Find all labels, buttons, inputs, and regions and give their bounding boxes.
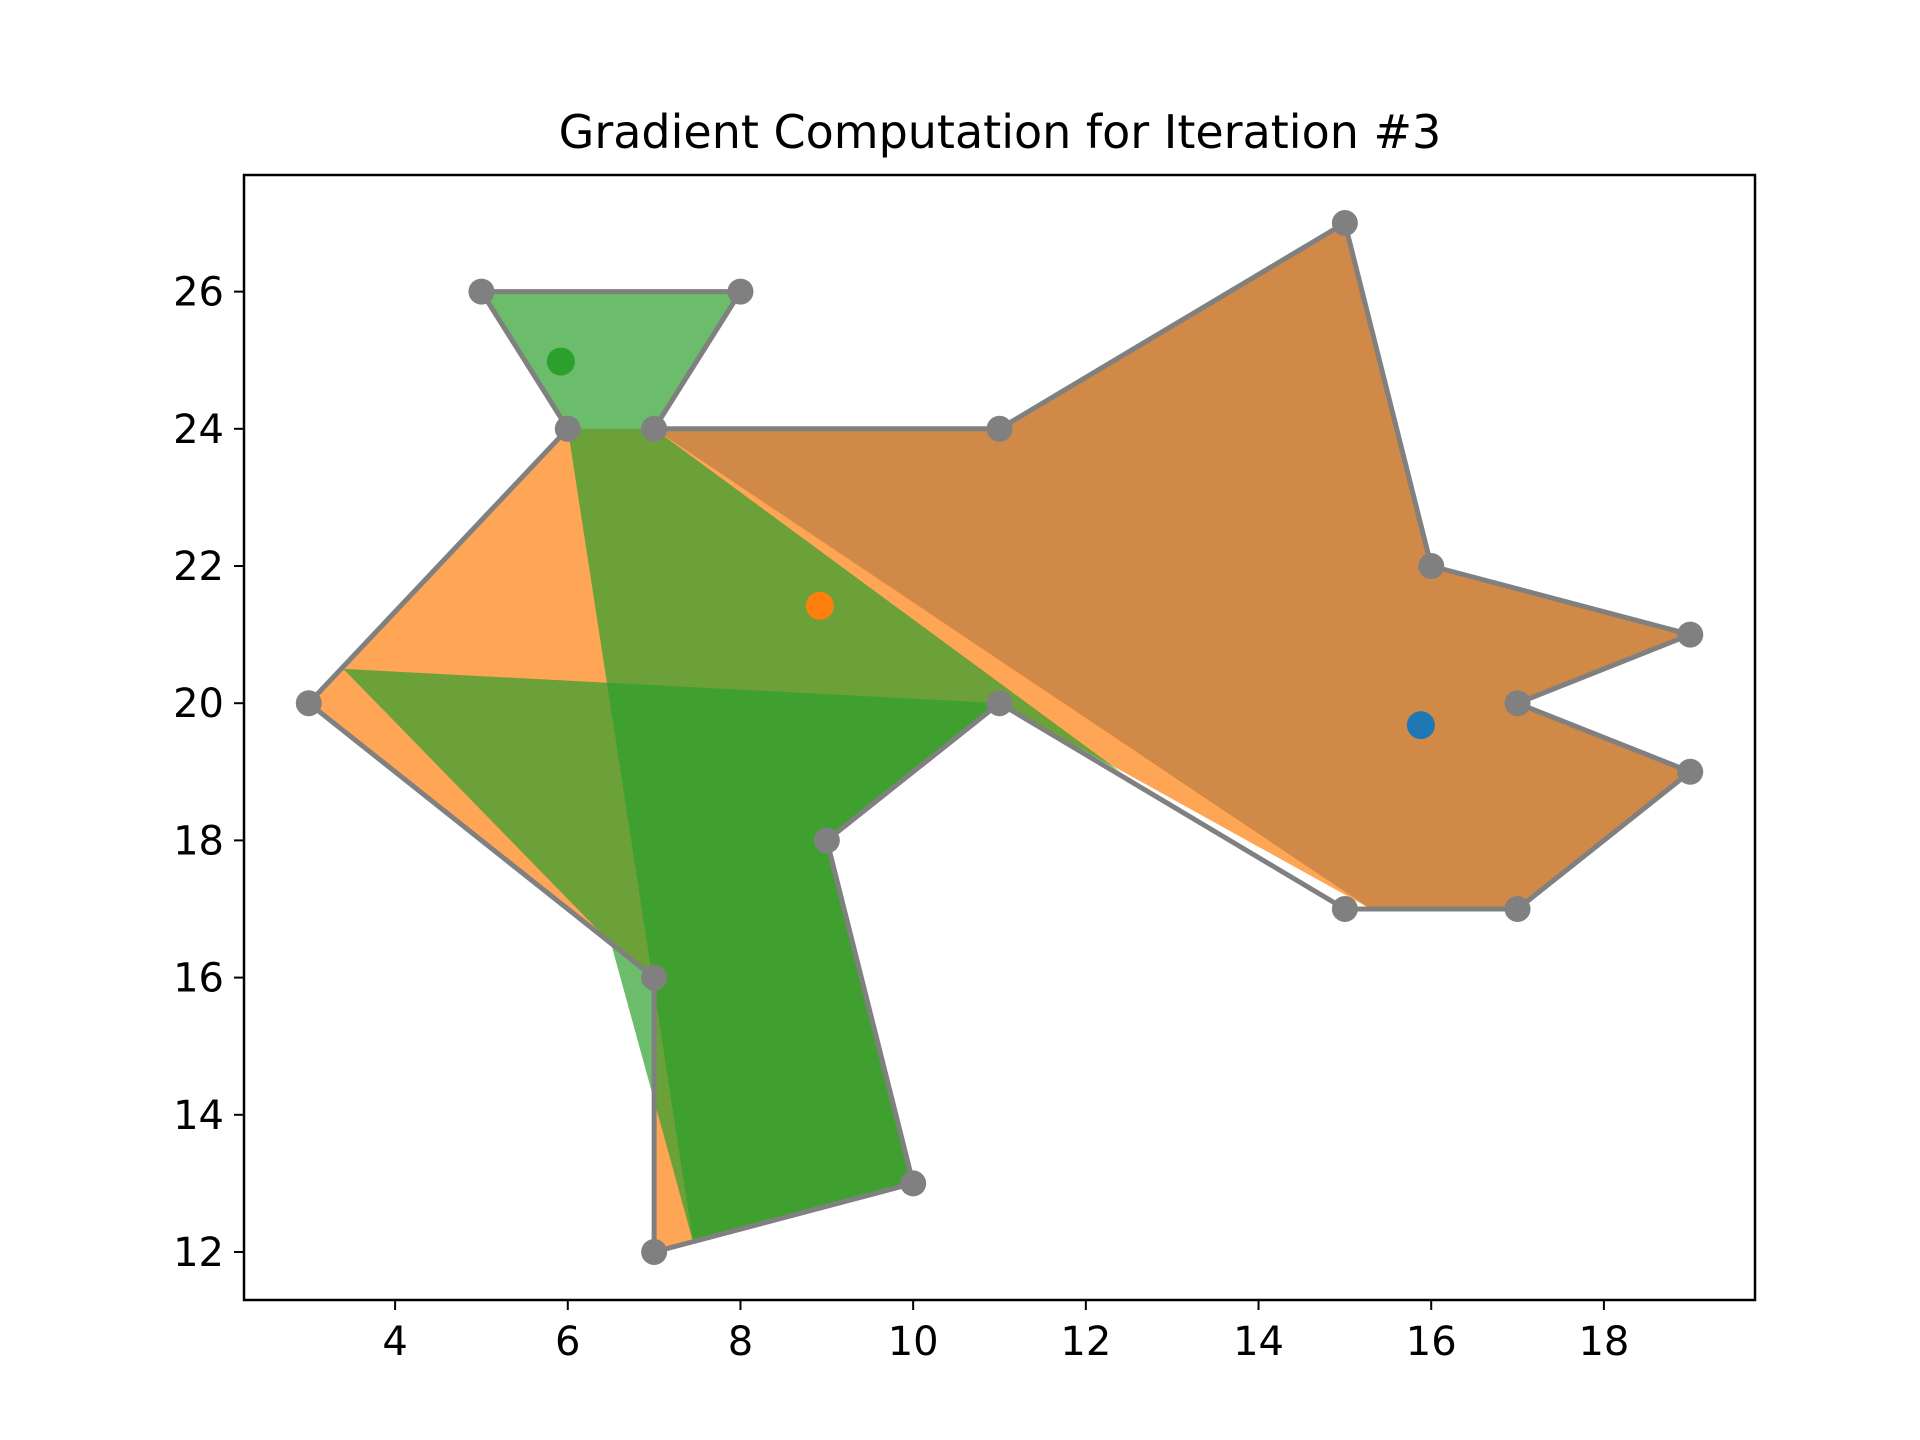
region-3 [343,668,1000,1242]
vertex-point-11 [641,964,668,991]
vertex-point-2 [1677,621,1704,648]
vertex-point-14 [468,278,495,305]
vertex-point-16 [641,415,668,442]
vertex-point-0 [1331,210,1358,237]
y-tick-label: 16 [173,956,224,1002]
vertex-point-15 [727,278,754,305]
vertex-point-10 [641,1238,668,1265]
vertex-point-3 [1504,690,1531,717]
x-tick-label: 18 [1578,1319,1629,1365]
plot-area [295,210,1704,1265]
x-axis: 4 6 8 10 12 14 16 18 [382,1300,1629,1365]
vertex-point-12 [295,690,322,717]
vertex-point-17 [986,415,1013,442]
vertex-point-4 [1677,758,1704,785]
y-tick-label: 24 [173,407,224,453]
y-tick-label: 14 [173,1093,224,1139]
y-tick-label: 26 [173,270,224,316]
x-tick-label: 16 [1406,1319,1457,1365]
vertex-point-1 [1418,553,1445,580]
vertex-point-9 [900,1170,927,1197]
chart-title: Gradient Computation for Iteration #3 [559,105,1442,159]
plot-frame [242,173,1757,1302]
centroid-point-0 [1406,711,1435,740]
centroid-point-2 [546,347,575,376]
y-axis: 12 14 16 18 20 22 24 26 [173,270,244,1276]
vertex-point-5 [1504,895,1531,922]
x-tick-label: 6 [555,1319,580,1365]
x-tick-label: 8 [728,1319,753,1365]
vertex-point-7 [986,690,1013,717]
y-tick-label: 12 [173,1230,224,1276]
x-tick-label: 14 [1233,1319,1284,1365]
vertex-point-6 [1331,895,1358,922]
x-tick-label: 10 [888,1319,939,1365]
centroid-point-1 [805,591,834,620]
vertex-point-8 [813,827,840,854]
y-tick-label: 22 [173,544,224,590]
x-tick-label: 12 [1060,1319,1111,1365]
vertex-point-13 [554,415,581,442]
y-tick-label: 20 [173,681,224,727]
x-tick-label: 4 [382,1319,407,1365]
y-tick-label: 18 [173,818,224,864]
